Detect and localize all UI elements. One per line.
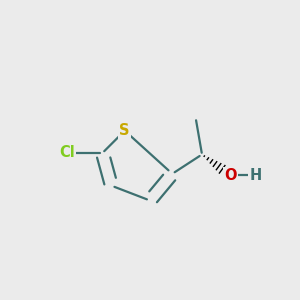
Text: S: S (119, 123, 130, 138)
Text: Cl: Cl (59, 146, 75, 160)
Text: O: O (224, 168, 236, 183)
Text: H: H (249, 168, 262, 183)
